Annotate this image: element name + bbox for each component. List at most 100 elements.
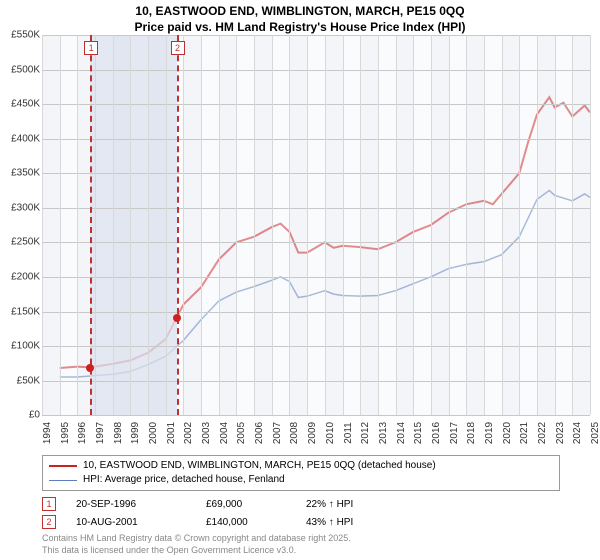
x-tick-label: 2019 bbox=[484, 422, 495, 444]
year-band bbox=[555, 35, 573, 415]
chart-area: £0£50K£100K£150K£200K£250K£300K£350K£400… bbox=[0, 35, 590, 455]
x-axis: 1994199519961997199819992000200120022003… bbox=[42, 415, 590, 455]
event-marker-square: 1 bbox=[84, 41, 98, 55]
x-tick-label: 1996 bbox=[77, 422, 88, 444]
x-tick-label: 2021 bbox=[519, 422, 530, 444]
grid-line-v bbox=[307, 35, 308, 415]
year-band bbox=[519, 35, 537, 415]
x-tick-label: 2014 bbox=[396, 422, 407, 444]
chart-title: 10, EASTWOOD END, WIMBLINGTON, MARCH, PE… bbox=[0, 0, 600, 35]
grid-line-v bbox=[502, 35, 503, 415]
legend-swatch-price bbox=[49, 465, 77, 467]
x-tick-label: 2018 bbox=[466, 422, 477, 444]
grid-line-v bbox=[378, 35, 379, 415]
year-band bbox=[572, 35, 590, 415]
event-dot bbox=[173, 314, 181, 322]
plot-area: 12 bbox=[42, 35, 591, 415]
year-band bbox=[343, 35, 361, 415]
legend-label-price: 10, EASTWOOD END, WIMBLINGTON, MARCH, PE… bbox=[83, 459, 436, 473]
grid-line-v bbox=[77, 35, 78, 415]
x-tick-label: 2020 bbox=[502, 422, 513, 444]
x-tick-label: 2023 bbox=[555, 422, 566, 444]
year-band bbox=[484, 35, 502, 415]
grid-line-h bbox=[42, 312, 590, 313]
x-tick-label: 2024 bbox=[572, 422, 583, 444]
grid-line-v bbox=[254, 35, 255, 415]
year-band bbox=[396, 35, 414, 415]
title-line1: 10, EASTWOOD END, WIMBLINGTON, MARCH, PE… bbox=[0, 4, 600, 20]
grid-line-v bbox=[272, 35, 273, 415]
year-band bbox=[254, 35, 272, 415]
x-tick-label: 2025 bbox=[590, 422, 600, 444]
y-axis: £0£50K£100K£150K£200K£250K£300K£350K£400… bbox=[0, 35, 42, 415]
x-tick-label: 2001 bbox=[166, 422, 177, 444]
grid-line-v bbox=[148, 35, 149, 415]
events-table: 120-SEP-1996£69,00022% ↑ HPI210-AUG-2001… bbox=[42, 495, 560, 531]
y-tick-label: £400K bbox=[11, 133, 40, 144]
y-tick-label: £250K bbox=[11, 237, 40, 248]
year-band bbox=[431, 35, 449, 415]
grid-line-v bbox=[130, 35, 131, 415]
y-tick-label: £300K bbox=[11, 202, 40, 213]
event-delta: 43% ↑ HPI bbox=[306, 517, 406, 528]
x-tick-label: 1999 bbox=[130, 422, 141, 444]
grid-line-v bbox=[449, 35, 450, 415]
grid-line-v bbox=[590, 35, 591, 415]
x-tick-label: 2010 bbox=[325, 422, 336, 444]
event-vline bbox=[90, 35, 92, 415]
x-tick-label: 2002 bbox=[183, 422, 194, 444]
grid-line-h bbox=[42, 277, 590, 278]
legend-swatch-hpi bbox=[49, 480, 77, 481]
year-band bbox=[236, 35, 254, 415]
year-band bbox=[360, 35, 378, 415]
event-vline bbox=[177, 35, 179, 415]
grid-line-v bbox=[343, 35, 344, 415]
legend-item-hpi: HPI: Average price, detached house, Fenl… bbox=[49, 473, 553, 487]
x-tick-label: 2006 bbox=[254, 422, 265, 444]
legend-label-hpi: HPI: Average price, detached house, Fenl… bbox=[83, 473, 285, 487]
event-row-marker: 1 bbox=[42, 497, 56, 511]
x-tick-label: 2007 bbox=[272, 422, 283, 444]
y-tick-label: £50K bbox=[17, 375, 40, 386]
grid-line-v bbox=[113, 35, 114, 415]
year-band bbox=[289, 35, 307, 415]
x-tick-label: 2015 bbox=[413, 422, 424, 444]
year-band bbox=[466, 35, 484, 415]
event-date: 20-SEP-1996 bbox=[76, 499, 206, 510]
grid-line-v bbox=[572, 35, 573, 415]
legend-item-price: 10, EASTWOOD END, WIMBLINGTON, MARCH, PE… bbox=[49, 459, 553, 473]
attribution-line1: Contains HM Land Registry data © Crown c… bbox=[42, 533, 560, 545]
year-band bbox=[201, 35, 219, 415]
x-tick-label: 1994 bbox=[42, 422, 53, 444]
grid-line-v bbox=[396, 35, 397, 415]
x-tick-label: 2005 bbox=[236, 422, 247, 444]
grid-line-v bbox=[219, 35, 220, 415]
x-tick-label: 2022 bbox=[537, 422, 548, 444]
x-tick-label: 2016 bbox=[431, 422, 442, 444]
year-band bbox=[413, 35, 431, 415]
y-tick-label: £200K bbox=[11, 272, 40, 283]
y-tick-label: £150K bbox=[11, 306, 40, 317]
x-tick-label: 2011 bbox=[343, 422, 354, 444]
event-price: £69,000 bbox=[206, 499, 306, 510]
x-tick-label: 1995 bbox=[60, 422, 71, 444]
event-shade-band bbox=[90, 35, 176, 415]
year-band bbox=[272, 35, 290, 415]
event-price: £140,000 bbox=[206, 517, 306, 528]
year-band bbox=[307, 35, 325, 415]
x-tick-label: 2013 bbox=[378, 422, 389, 444]
grid-line-h bbox=[42, 173, 590, 174]
year-band bbox=[42, 35, 60, 415]
grid-line-v bbox=[60, 35, 61, 415]
grid-line-v bbox=[42, 35, 43, 415]
grid-line-v bbox=[484, 35, 485, 415]
grid-line-v bbox=[413, 35, 414, 415]
year-band bbox=[502, 35, 520, 415]
x-tick-label: 2008 bbox=[289, 422, 300, 444]
grid-line-v bbox=[183, 35, 184, 415]
grid-line-v bbox=[519, 35, 520, 415]
y-tick-label: £500K bbox=[11, 64, 40, 75]
x-tick-label: 2012 bbox=[360, 422, 371, 444]
title-line2: Price paid vs. HM Land Registry's House … bbox=[0, 20, 600, 36]
grid-line-h bbox=[42, 35, 590, 36]
